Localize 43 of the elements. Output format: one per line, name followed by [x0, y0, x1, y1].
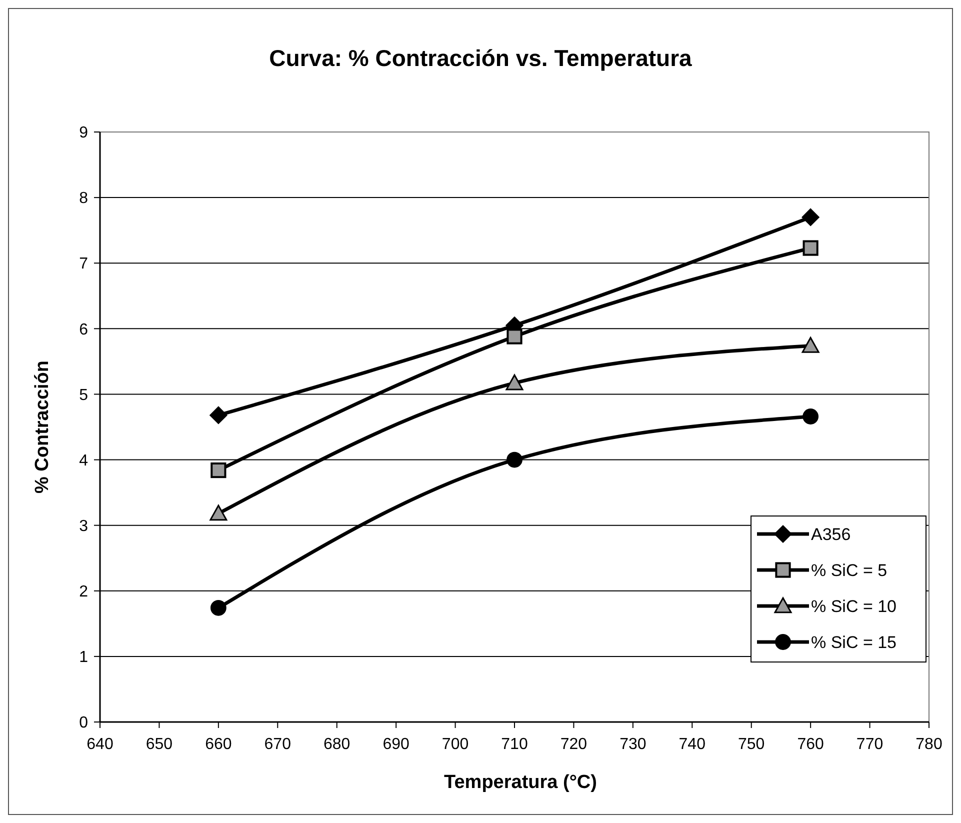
x-axis-title: Temperatura (°C) [444, 772, 597, 793]
point [210, 600, 226, 616]
y-tick-label: 3 [79, 518, 88, 535]
point [210, 504, 228, 521]
legend-label: % SiC = 5 [811, 560, 888, 580]
y-tick-label: 4 [79, 452, 88, 470]
y-tick-label: 7 [79, 256, 88, 273]
point [802, 208, 820, 226]
y-tick-label: 2 [79, 583, 88, 600]
x-tick-label: 750 [738, 736, 765, 753]
y-tick-label: 5 [79, 386, 88, 404]
x-tick-label: 770 [856, 736, 884, 753]
point [506, 374, 524, 390]
point [802, 408, 819, 424]
point [802, 336, 820, 353]
legend-label: A356 [811, 524, 851, 544]
x-tick-label: 660 [205, 736, 232, 753]
y-tick-label: 9 [79, 124, 88, 142]
point [506, 328, 522, 344]
legend-label: % SiC = 15 [811, 632, 897, 652]
x-tick-label: 650 [146, 736, 173, 753]
x-tick-label: 710 [501, 736, 528, 753]
x-tick-label: 670 [264, 736, 292, 753]
y-tick-label: 0 [79, 714, 88, 732]
chart-title: Curva: % Contracción vs. Temperatura [269, 45, 692, 71]
y-axis-title: % Contracción [32, 360, 53, 494]
y-tick-label: 8 [79, 190, 88, 208]
point [210, 462, 226, 478]
x-tick-label: 700 [442, 736, 469, 753]
x-tick-label: 680 [324, 736, 350, 753]
point [210, 406, 228, 424]
x-tick-label: 690 [382, 736, 410, 753]
y-tick-label: 6 [79, 321, 88, 338]
x-tick-label: 780 [916, 736, 942, 753]
x-tick-label: 640 [86, 736, 114, 753]
x-tick-label: 720 [560, 736, 588, 753]
legend-label: % SiC = 10 [811, 596, 897, 616]
y-tick-label: 1 [79, 649, 88, 666]
x-tick-label: 760 [797, 736, 824, 753]
point [802, 240, 818, 256]
x-tick-label: 730 [620, 736, 646, 753]
point [506, 452, 522, 468]
x-tick-label: 740 [678, 736, 706, 753]
